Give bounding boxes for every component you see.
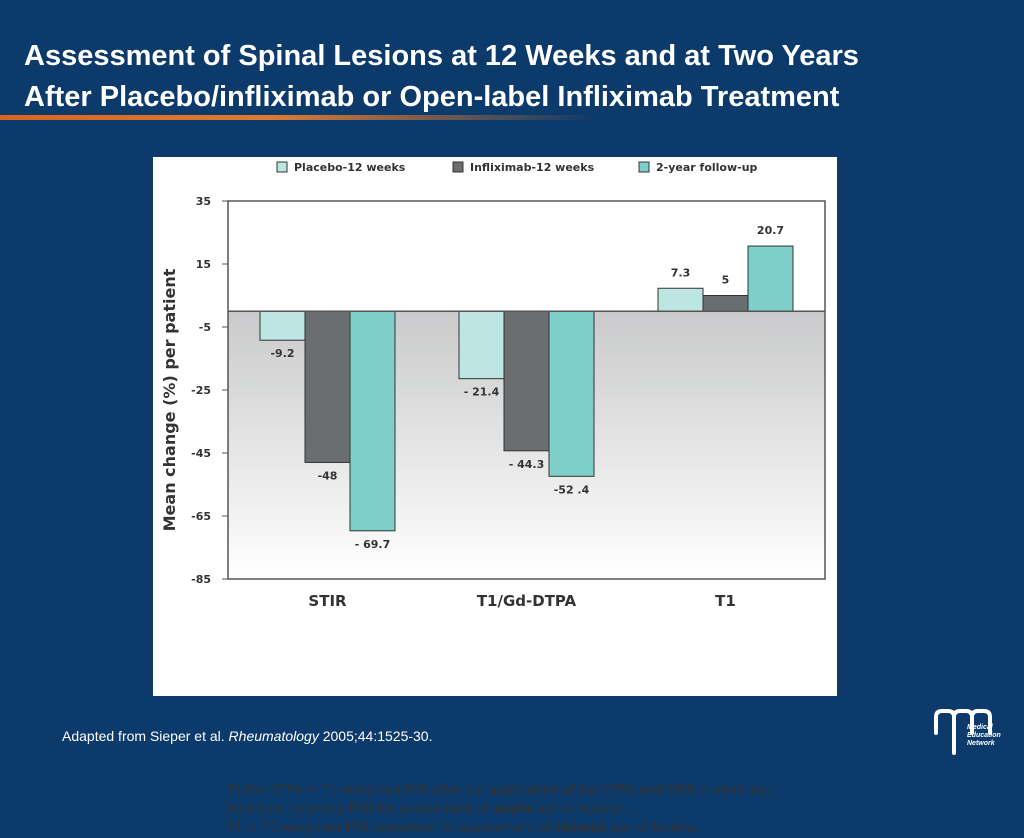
y-tick-label-4: -45 xyxy=(191,447,211,460)
bar-0-1 xyxy=(304,310,351,463)
legend-swatch-0 xyxy=(276,161,288,173)
bar-1-0 xyxy=(458,310,505,380)
source-journal: Rheumatology xyxy=(228,728,319,744)
slide-title-line-2: After Placebo/infliximab or Open-label I… xyxy=(24,81,840,113)
footnote-chronic-term: chronic xyxy=(554,821,608,836)
data-label-1-0: - 21.4 xyxy=(464,386,500,399)
legend-label-0: Placebo-12 weeks xyxy=(294,161,406,174)
y-tick-label-0: 35 xyxy=(196,195,211,208)
source-citation: Adapted from Sieper et al. Rheumatology … xyxy=(62,728,432,744)
data-label-0-2: - 69.7 xyxy=(355,538,391,551)
bar-1-1 xyxy=(503,310,550,452)
slide-title: Assessment of Spinal Lesions at 12 Weeks… xyxy=(24,36,1014,118)
source-suffix: 2005;44:1525-30. xyxy=(318,728,433,744)
data-label-2-2: 20.7 xyxy=(757,224,784,237)
chart-footnote: T1/Gd-DTPA = T1-weighted MRI after i.v. … xyxy=(227,781,833,838)
logo-word-3: Network xyxy=(967,740,995,747)
y-axis-label: Mean change (%) per patient xyxy=(160,268,179,531)
footnote-acute-term: acute xyxy=(493,802,534,817)
footnote-line-1: T1/Gd-DTPA = T1-weighted MRI after i.v. … xyxy=(227,783,772,798)
y-tick-label-3: -25 xyxy=(191,384,211,397)
data-label-0-1: -48 xyxy=(318,469,338,482)
y-tick-label-6: -85 xyxy=(191,573,211,586)
legend-swatch-2 xyxy=(638,161,650,173)
footnote-line-3: T1 = T1-weighted MRI sequence for assess… xyxy=(227,819,833,838)
logo-word-2: Education xyxy=(967,732,1001,739)
category-label-2: T1 xyxy=(715,592,736,610)
data-label-1-1: - 44.3 xyxy=(509,458,545,471)
category-label-0: STIR xyxy=(308,592,347,610)
footnote-line-3-end: spinal lesions. xyxy=(607,821,701,836)
bar-0-2 xyxy=(349,310,396,532)
positive-region xyxy=(228,201,825,312)
logo-wordmark: Medical Education Network xyxy=(967,724,1001,748)
legend-label-1: Infliximab-12 weeks xyxy=(470,161,595,174)
logo-word-1: Medical xyxy=(967,724,993,731)
data-label-1-2: -52 .4 xyxy=(554,483,590,496)
bar-2-2 xyxy=(747,245,794,312)
y-tick-label-1: 15 xyxy=(196,258,211,271)
y-tick-label-5: -65 xyxy=(191,510,211,523)
men-logo-icon xyxy=(934,709,992,755)
data-label-2-1: 5 xyxy=(722,274,730,287)
legend-swatch-1 xyxy=(452,161,464,173)
title-underline xyxy=(0,115,600,120)
category-label-1: T1/Gd-DTPA xyxy=(477,592,577,610)
footnote-line-3-text: T1 = T1-weighted MRI sequence for assess… xyxy=(227,821,555,836)
bar-chart: -9.2 -48 - 69.7 STIR - 21.4 - 44.3 -52 .4 T1/Gd… xyxy=(160,161,826,610)
legend-label-2: 2-year follow-up xyxy=(656,161,758,174)
footnote-line-2-text: inversion recovery MRI for assessment of xyxy=(227,802,494,817)
data-label-0-0: -9.2 xyxy=(270,347,294,360)
bar-1-2 xyxy=(548,310,595,477)
data-label-2-0: 7.3 xyxy=(671,266,691,279)
source-prefix: Adapted from Sieper et al. xyxy=(62,728,229,744)
bar-2-0 xyxy=(657,287,704,312)
chart-panel: -9.2 -48 - 69.7 STIR - 21.4 - 44.3 -52 .4 T1/Gd… xyxy=(153,157,837,836)
bar-0-0 xyxy=(259,310,306,341)
slide-title-line-1: Assessment of Spinal Lesions at 12 Weeks… xyxy=(24,40,859,72)
y-tick-label-2: -5 xyxy=(199,321,211,334)
footnote-line-2: inversion recovery MRI for assessment of… xyxy=(227,800,833,819)
bar-2-1 xyxy=(702,295,749,312)
footnote-line-2-end: spinal lesions. xyxy=(533,802,628,817)
